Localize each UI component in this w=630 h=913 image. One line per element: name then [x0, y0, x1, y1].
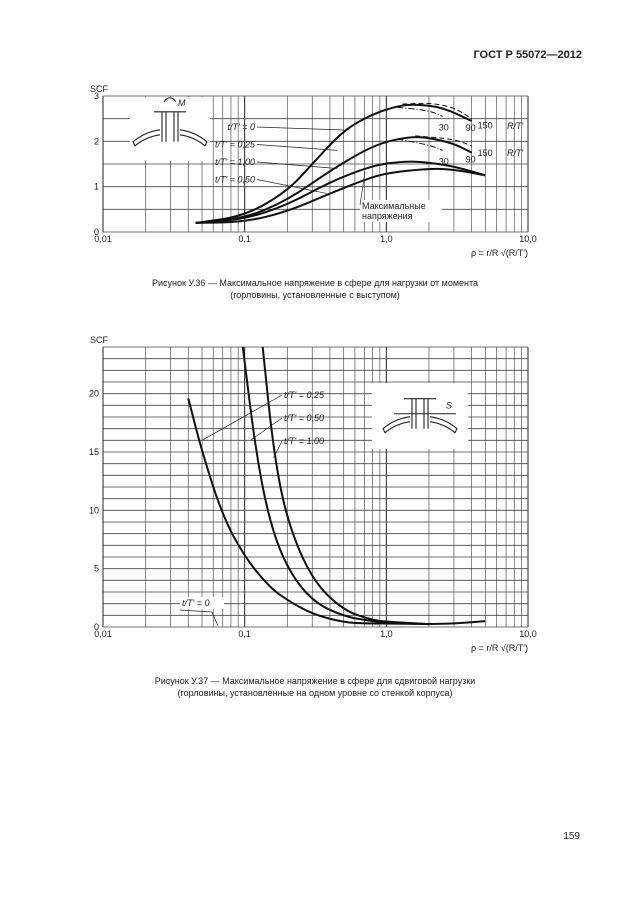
- series-line: [397, 106, 443, 117]
- leader-line: [256, 179, 327, 194]
- series-label: t/T' = 0,25: [215, 140, 256, 150]
- y-tick-label: 5: [94, 564, 99, 574]
- y-tick-label: 0: [94, 227, 99, 237]
- series-end-label: 30: [439, 122, 449, 132]
- leader-line: [256, 144, 338, 151]
- series-line: [397, 138, 443, 151]
- series-line: [195, 167, 486, 224]
- y-tick-label: 0: [94, 622, 99, 632]
- y-tick-label: 3: [94, 91, 99, 101]
- series-end-label: 90: [466, 155, 476, 165]
- series-label: t/T' = 0,50: [215, 175, 255, 185]
- annotation-text: t/T' = 0: [182, 598, 209, 608]
- series-line: [195, 103, 473, 224]
- x-tick-label: 0,01: [94, 234, 112, 244]
- figure-1-caption: Рисунок У.36 — Максимальное напряжение в…: [0, 277, 630, 301]
- x-tick-label: 0,01: [94, 629, 112, 639]
- annotation-bg: [360, 200, 442, 222]
- rt-label: R/T': [507, 121, 523, 131]
- series-label: t/T' = 1,00: [284, 436, 324, 446]
- series-line: [415, 135, 472, 147]
- y-axis-label: SCF: [90, 84, 109, 94]
- leader-line: [273, 440, 283, 458]
- series-label: t/T' = 0,50: [284, 413, 324, 423]
- document-id: ГОСТ Р 55072—2012: [473, 49, 582, 61]
- x-tick-label: 1,0: [380, 629, 393, 639]
- x-tick-label: 1,0: [380, 234, 393, 244]
- series-line: [241, 346, 430, 626]
- leader-arrow: [211, 611, 219, 627]
- x-tick-label: 10,0: [519, 629, 537, 639]
- page-number: 159: [563, 831, 580, 842]
- series-label: t/T' = 0: [228, 122, 255, 132]
- series-end-label: 90: [466, 123, 476, 133]
- y-tick-label: 1: [94, 182, 99, 192]
- leader-line: [256, 126, 344, 131]
- annotation-bg: [180, 597, 224, 609]
- series-line: [261, 346, 430, 626]
- leader-arrow: [359, 171, 366, 206]
- inset-diagram: [372, 383, 468, 449]
- series-label: t/T' = 0,25: [284, 390, 325, 400]
- moment-arrow-icon: [163, 97, 177, 103]
- series-end-label: 30: [439, 156, 449, 166]
- leader-line: [179, 609, 213, 613]
- nozzle-icon: [132, 111, 208, 147]
- caption-line: (горловины, установленные с выступом): [230, 290, 400, 300]
- x-axis-label: ρ = r/R √(R/T'): [471, 643, 528, 653]
- y-axis-label: SCF: [90, 335, 109, 345]
- y-tick-label: 20: [89, 389, 99, 399]
- series-end-label: 150: [478, 121, 493, 131]
- annotation-text: Максимальные: [362, 201, 426, 211]
- series-line: [402, 102, 472, 120]
- series-line: [195, 136, 473, 224]
- leader-line: [256, 161, 338, 169]
- caption-line: (горловины, установленные на одном уровн…: [177, 688, 453, 698]
- y-tick-label: 15: [89, 447, 99, 457]
- caption-line: Рисунок У.36 — Максимальное напряжение в…: [151, 278, 479, 288]
- x-axis-label: ρ = r/R √(R/T'): [471, 248, 528, 258]
- series-label: t/T' = 1,00: [215, 157, 255, 167]
- x-tick-label: 10,0: [519, 234, 537, 244]
- y-tick-label: 2: [94, 136, 99, 146]
- inset-diagram: [130, 97, 210, 161]
- y-tick-label: 10: [89, 505, 99, 515]
- rt-label: R/T': [507, 148, 523, 158]
- series-end-label: 150: [478, 148, 493, 158]
- annotation-text: напряжения: [362, 211, 413, 221]
- load-label: M: [178, 98, 186, 108]
- leader-line: [250, 417, 283, 441]
- series-line: [195, 160, 486, 224]
- caption-line: Рисунок У.37 — Максимальное напряжение в…: [154, 676, 476, 686]
- load-label: S: [446, 401, 452, 411]
- x-tick-label: 0,1: [238, 234, 251, 244]
- x-tick-label: 0,1: [238, 629, 251, 639]
- figure-2-caption: Рисунок У.37 — Максимальное напряжение в…: [0, 675, 630, 699]
